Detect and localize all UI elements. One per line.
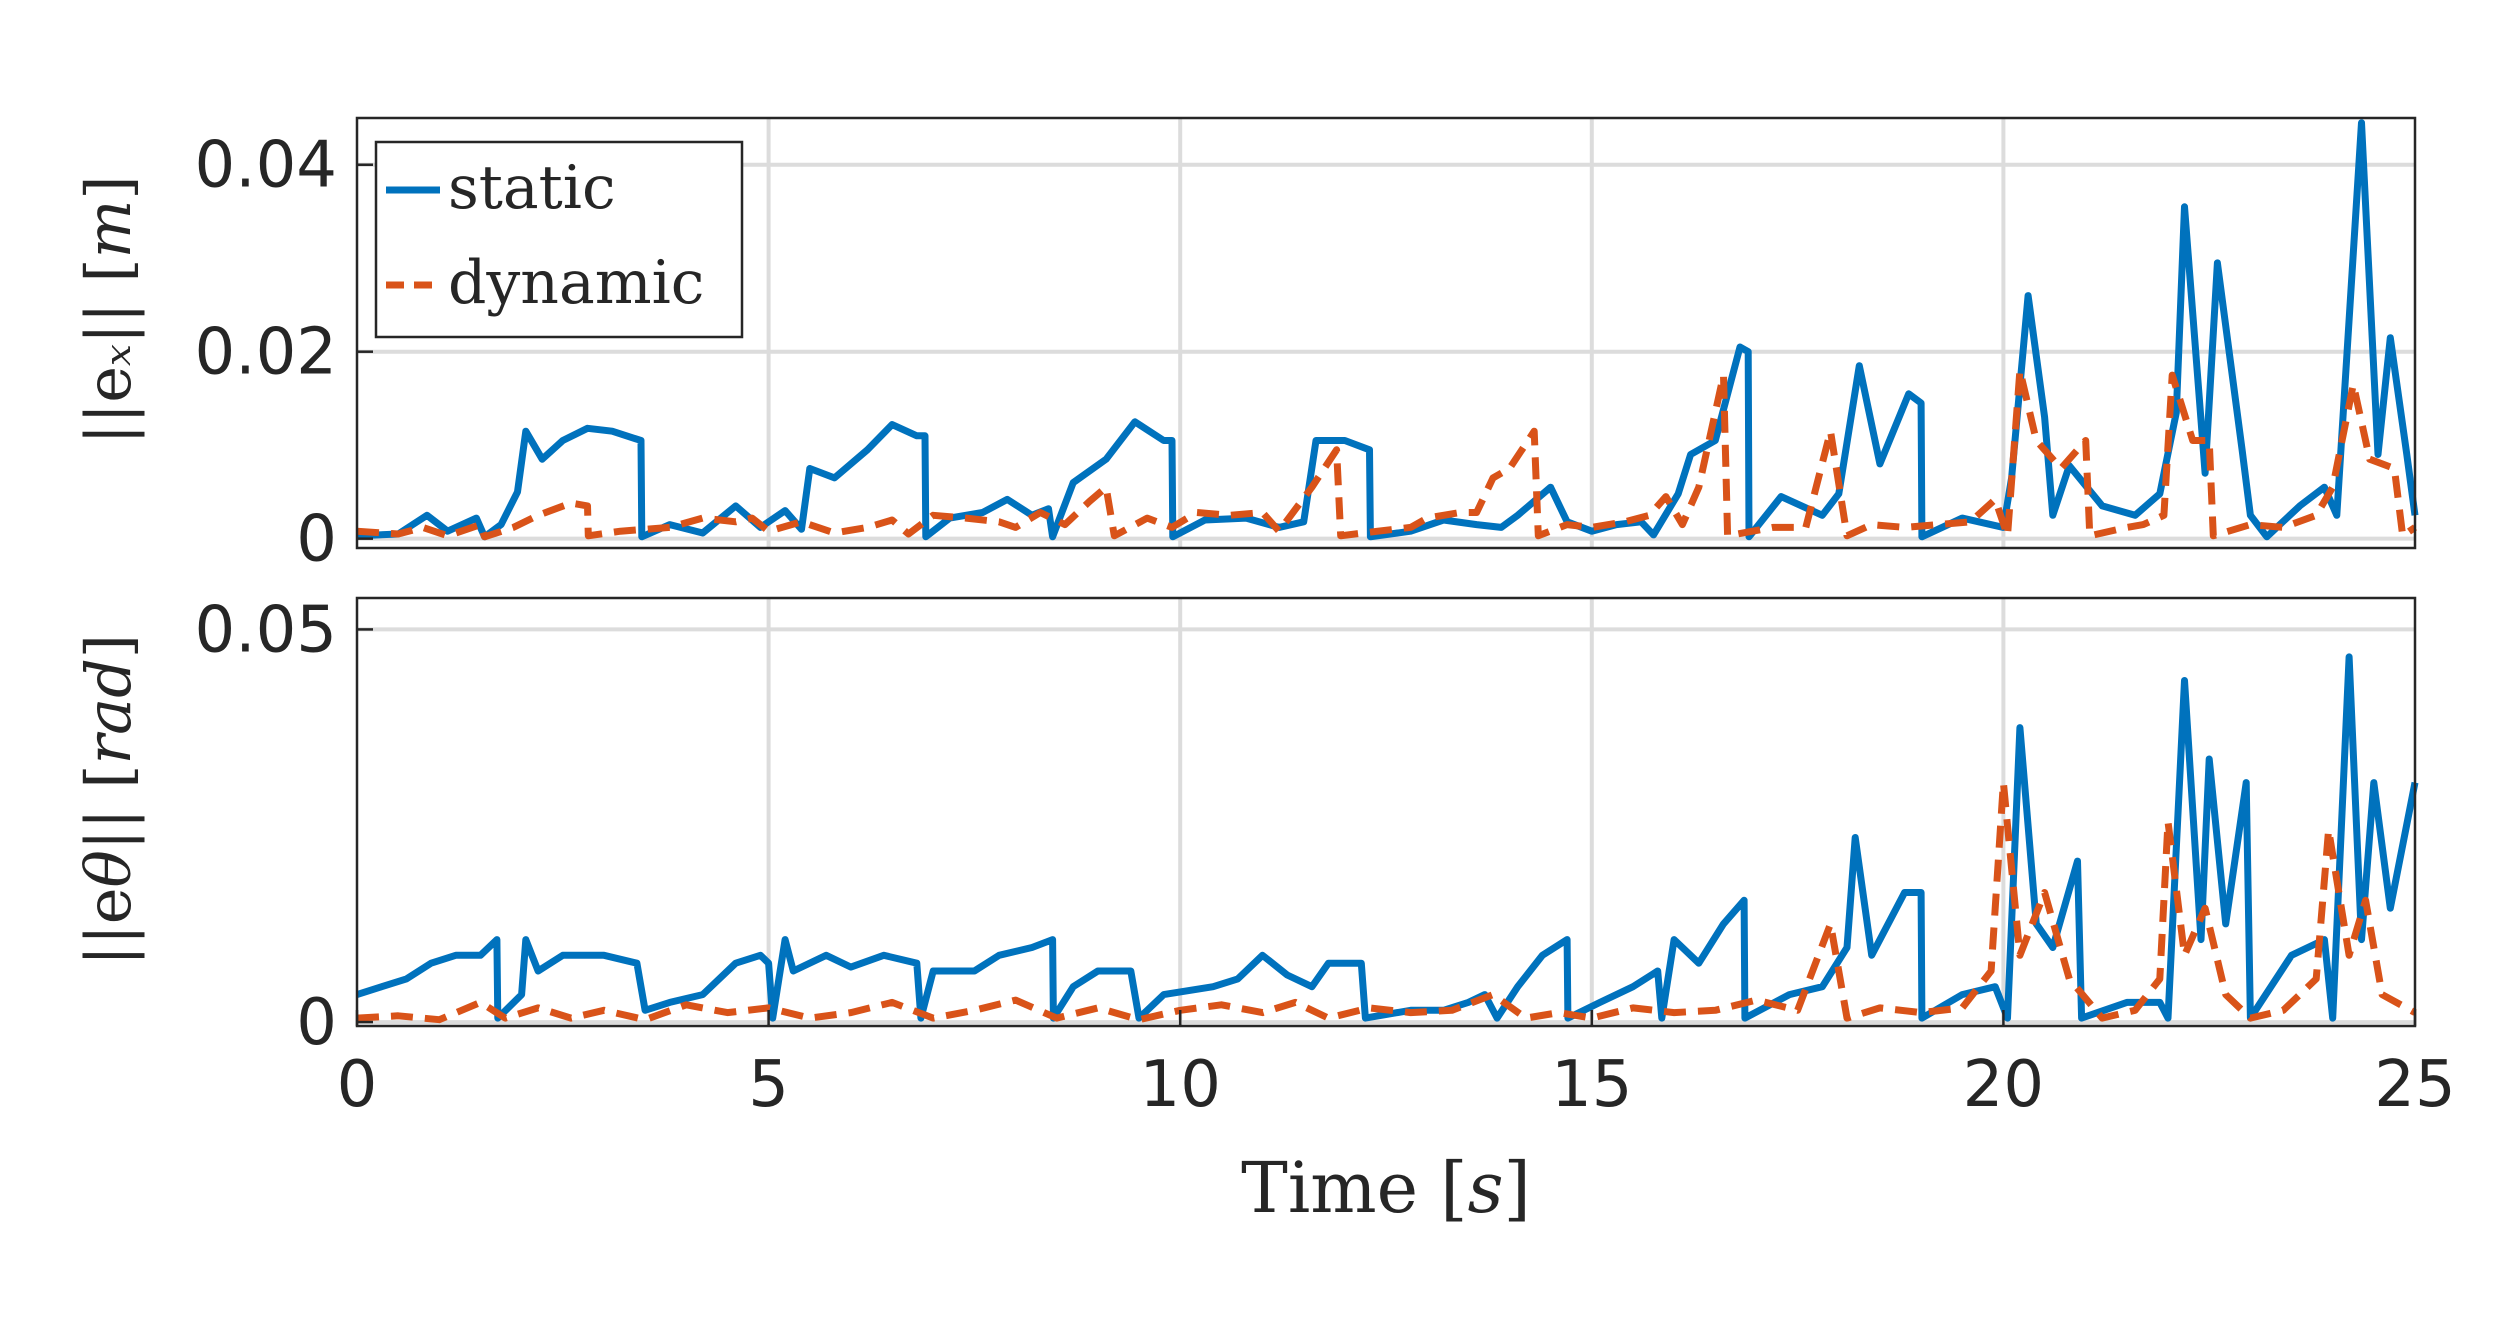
top-ytick-label: 0 — [296, 503, 337, 577]
top-ylabel: ||eₓ|| [m] — [72, 175, 145, 444]
bottom-ylabel: ||eθ|| [rad] — [72, 634, 145, 966]
bottom-xtick-labels: 0 5 10 15 20 25 — [337, 1010, 2456, 1122]
bottom-axes-box — [355, 596, 2417, 1028]
xtick-label: 5 — [748, 1048, 789, 1122]
bottom-axes: 00.05 0 5 10 15 20 25 ||eθ|| [rad] Time [s] — [72, 593, 2456, 1229]
xtick-label: 0 — [337, 1048, 378, 1122]
legend: static dynamic — [374, 140, 744, 339]
xtick-label: 15 — [1551, 1048, 1632, 1122]
bottom-plot-lines — [355, 653, 2419, 1024]
xtick-label: 20 — [1963, 1048, 2044, 1122]
top-ytick-label: 0.04 — [195, 129, 338, 203]
top-plot-lines — [356, 119, 2419, 541]
top-ytick-labels: 0 0.02 0.04 — [195, 129, 373, 577]
bottom-ytick-label: 0.05 — [195, 593, 338, 667]
top-series-dynamic — [356, 366, 2417, 541]
top-axes: 0 0.02 0.04 ||eₓ|| [m] static dynamic — [72, 116, 2419, 577]
xtick-label: 10 — [1139, 1048, 1220, 1122]
top-ytick-label: 0.02 — [195, 316, 338, 390]
bottom-ytick-label: 0 — [296, 986, 337, 1060]
top-series-static — [356, 119, 2419, 541]
legend-dynamic-label: dynamic — [448, 248, 704, 318]
bottom-ytick-labels: 00.05 — [195, 593, 373, 1060]
xtick-label: 25 — [2374, 1048, 2455, 1122]
bottom-series-dynamic — [356, 779, 2417, 1024]
top-axes-box — [355, 116, 2417, 550]
legend-box — [374, 140, 744, 339]
legend-static-label: static — [448, 153, 616, 223]
bottom-grid — [357, 598, 2415, 1026]
x-axis-label: Time [s] — [1241, 1147, 1531, 1229]
